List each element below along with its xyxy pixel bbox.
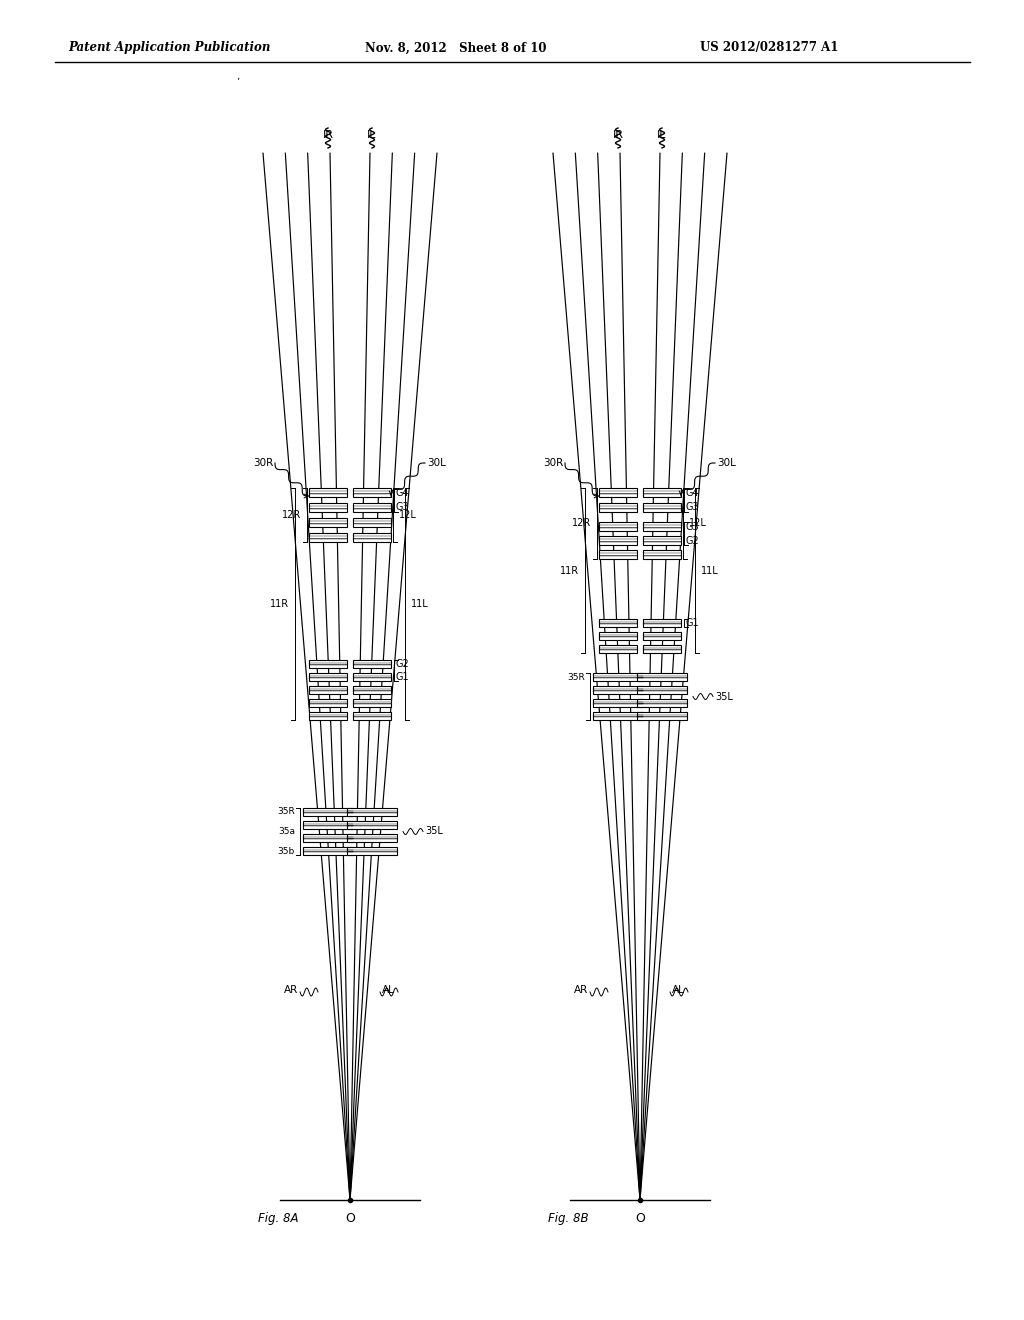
Bar xyxy=(593,673,643,681)
Text: 30L: 30L xyxy=(717,458,736,469)
Bar xyxy=(599,536,637,545)
Bar xyxy=(593,700,643,708)
Bar xyxy=(309,711,347,719)
Text: G3: G3 xyxy=(686,503,699,512)
Bar xyxy=(347,847,397,855)
Bar xyxy=(303,847,353,855)
Text: 35a: 35a xyxy=(278,828,295,836)
Text: 12L: 12L xyxy=(399,510,417,520)
Bar xyxy=(347,834,397,842)
Text: 35L: 35L xyxy=(425,826,442,837)
Text: 11R: 11R xyxy=(560,565,579,576)
Bar xyxy=(643,645,681,653)
Bar xyxy=(353,503,391,512)
Bar xyxy=(303,821,353,829)
Text: G2: G2 xyxy=(396,659,410,669)
Text: AL: AL xyxy=(672,985,685,995)
Bar xyxy=(599,521,637,531)
Bar xyxy=(643,503,681,512)
Bar xyxy=(353,711,391,719)
Text: IL: IL xyxy=(368,129,377,140)
Text: IR: IR xyxy=(323,129,334,140)
Text: G3: G3 xyxy=(686,521,699,532)
Text: AR: AR xyxy=(573,985,588,995)
Bar xyxy=(599,619,637,627)
Bar xyxy=(637,711,687,719)
Bar xyxy=(303,834,353,842)
Text: AL: AL xyxy=(382,985,395,995)
Text: 30R: 30R xyxy=(543,458,563,469)
Bar xyxy=(309,533,347,543)
Bar xyxy=(643,550,681,558)
Text: ʼ: ʼ xyxy=(237,77,240,87)
Text: 35R: 35R xyxy=(567,672,585,681)
Text: O: O xyxy=(635,1212,645,1225)
Text: US 2012/0281277 A1: US 2012/0281277 A1 xyxy=(700,41,839,54)
Text: IL: IL xyxy=(657,129,667,140)
Text: G3: G3 xyxy=(396,503,410,512)
Bar xyxy=(309,700,347,708)
Text: 30R: 30R xyxy=(253,458,273,469)
Text: Fig. 8B: Fig. 8B xyxy=(548,1212,589,1225)
Text: Fig. 8A: Fig. 8A xyxy=(258,1212,299,1225)
Bar xyxy=(353,673,391,681)
Bar xyxy=(347,821,397,829)
Bar xyxy=(643,536,681,545)
Bar xyxy=(637,673,687,681)
Bar xyxy=(309,673,347,681)
Bar xyxy=(353,686,391,694)
Bar xyxy=(643,632,681,640)
Bar xyxy=(309,488,347,498)
Bar xyxy=(643,619,681,627)
Bar xyxy=(643,488,681,498)
Text: Nov. 8, 2012   Sheet 8 of 10: Nov. 8, 2012 Sheet 8 of 10 xyxy=(365,41,547,54)
Text: Patent Application Publication: Patent Application Publication xyxy=(68,41,270,54)
Bar xyxy=(593,686,643,694)
Bar xyxy=(637,700,687,708)
Text: G4: G4 xyxy=(396,487,410,498)
Bar xyxy=(353,488,391,498)
Text: G1: G1 xyxy=(396,672,410,682)
Bar xyxy=(309,503,347,512)
Bar xyxy=(599,503,637,512)
Text: O: O xyxy=(345,1212,355,1225)
Text: 12R: 12R xyxy=(571,519,591,528)
Text: AR: AR xyxy=(284,985,298,995)
Bar xyxy=(593,711,643,719)
Bar xyxy=(353,660,391,668)
Text: IR: IR xyxy=(612,129,624,140)
Text: 12R: 12R xyxy=(282,510,301,520)
Text: G4: G4 xyxy=(686,487,699,498)
Bar xyxy=(347,808,397,816)
Text: 30L: 30L xyxy=(427,458,445,469)
Bar xyxy=(599,645,637,653)
Bar xyxy=(303,808,353,816)
Bar xyxy=(309,517,347,527)
Bar xyxy=(309,660,347,668)
Bar xyxy=(353,533,391,543)
Text: 11R: 11R xyxy=(270,599,289,609)
Text: 35R: 35R xyxy=(278,808,295,817)
Bar xyxy=(599,632,637,640)
Text: G1: G1 xyxy=(686,618,699,628)
Bar xyxy=(353,517,391,527)
Text: 35b: 35b xyxy=(278,846,295,855)
Bar xyxy=(353,700,391,708)
Bar xyxy=(637,686,687,694)
Bar xyxy=(643,521,681,531)
Bar xyxy=(599,550,637,558)
Text: G2: G2 xyxy=(686,536,699,545)
Text: 11L: 11L xyxy=(411,599,429,609)
Text: 12L: 12L xyxy=(689,519,707,528)
Bar xyxy=(309,686,347,694)
Bar xyxy=(599,488,637,498)
Text: 11L: 11L xyxy=(701,565,719,576)
Text: 35L: 35L xyxy=(715,692,733,701)
